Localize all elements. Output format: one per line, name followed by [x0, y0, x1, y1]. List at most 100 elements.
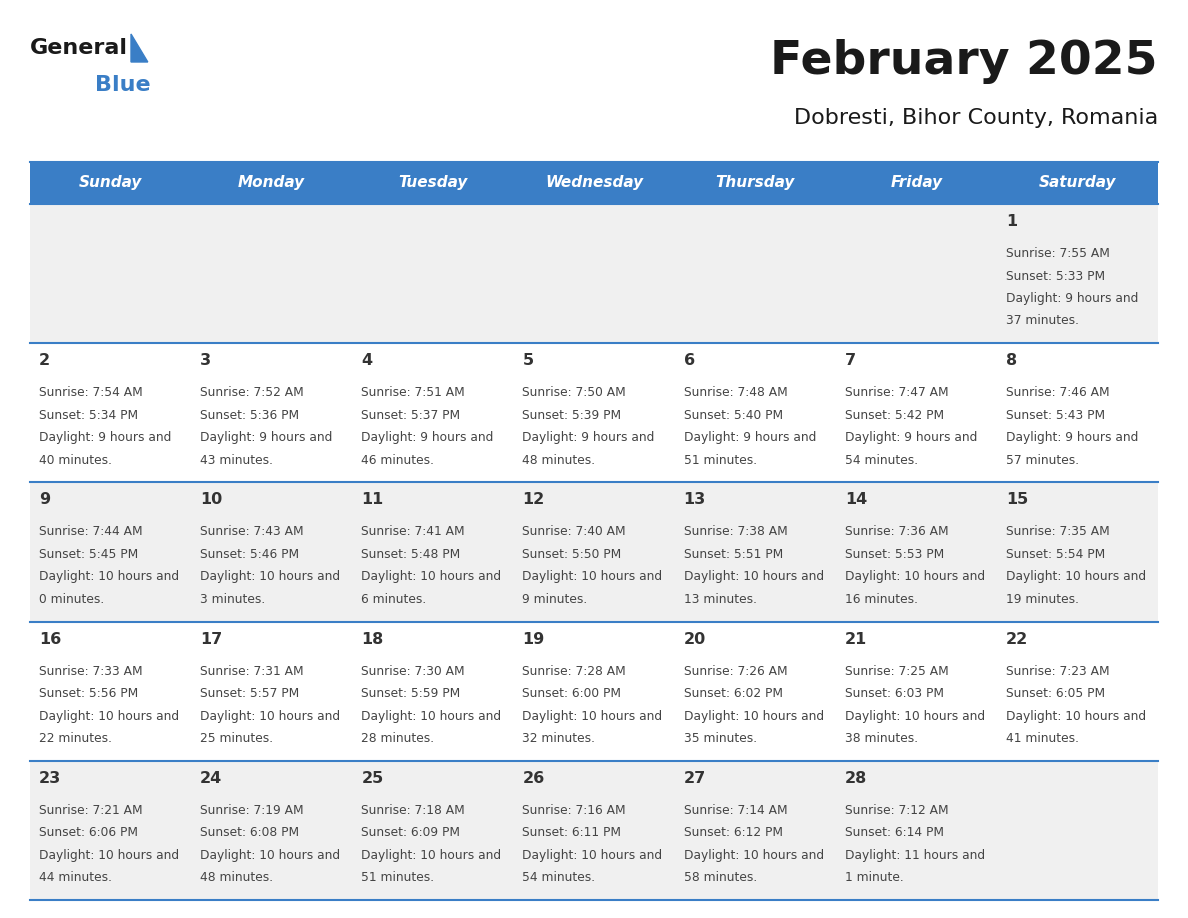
Text: Daylight: 10 hours and: Daylight: 10 hours and	[683, 849, 823, 862]
Text: Daylight: 10 hours and: Daylight: 10 hours and	[39, 849, 179, 862]
Text: 0 minutes.: 0 minutes.	[39, 593, 105, 606]
Bar	[353, 621, 513, 761]
Polygon shape	[131, 34, 147, 62]
Text: Sunrise: 7:19 AM: Sunrise: 7:19 AM	[200, 804, 304, 817]
Text: Sunrise: 7:26 AM: Sunrise: 7:26 AM	[683, 665, 788, 677]
Text: Sunset: 5:39 PM: Sunset: 5:39 PM	[523, 409, 621, 421]
Text: 40 minutes.: 40 minutes.	[39, 453, 112, 466]
Text: 51 minutes.: 51 minutes.	[361, 871, 435, 884]
Text: 28: 28	[845, 771, 867, 786]
Text: Tuesday: Tuesday	[398, 175, 468, 191]
Text: 1 minute.: 1 minute.	[845, 871, 903, 884]
Text: Daylight: 10 hours and: Daylight: 10 hours and	[523, 849, 663, 862]
Text: Daylight: 9 hours and: Daylight: 9 hours and	[1006, 292, 1138, 305]
Text: Daylight: 10 hours and: Daylight: 10 hours and	[200, 849, 340, 862]
Text: Sunset: 5:36 PM: Sunset: 5:36 PM	[200, 409, 299, 421]
Text: 54 minutes.: 54 minutes.	[845, 453, 918, 466]
Bar	[353, 204, 513, 343]
Text: Daylight: 10 hours and: Daylight: 10 hours and	[523, 570, 663, 584]
Text: 48 minutes.: 48 minutes.	[200, 871, 273, 884]
Text: Blue: Blue	[95, 75, 151, 95]
Bar	[353, 343, 513, 482]
Text: Daylight: 10 hours and: Daylight: 10 hours and	[361, 849, 501, 862]
Text: Sunrise: 7:31 AM: Sunrise: 7:31 AM	[200, 665, 304, 677]
Text: 17: 17	[200, 632, 222, 646]
Text: General: General	[30, 38, 128, 58]
Text: 1: 1	[1006, 214, 1017, 229]
Text: Daylight: 10 hours and: Daylight: 10 hours and	[683, 710, 823, 722]
Text: 18: 18	[361, 632, 384, 646]
Text: Sunrise: 7:28 AM: Sunrise: 7:28 AM	[523, 665, 626, 677]
Text: Friday: Friday	[890, 175, 942, 191]
Text: Sunset: 6:05 PM: Sunset: 6:05 PM	[1006, 687, 1105, 700]
Text: 37 minutes.: 37 minutes.	[1006, 315, 1079, 328]
Text: Daylight: 9 hours and: Daylight: 9 hours and	[200, 431, 333, 444]
Text: Sunrise: 7:21 AM: Sunrise: 7:21 AM	[39, 804, 143, 817]
Text: 4: 4	[361, 353, 372, 368]
Bar	[835, 343, 997, 482]
Text: 28 minutes.: 28 minutes.	[361, 732, 435, 745]
Text: 6: 6	[683, 353, 695, 368]
Text: Sunset: 6:14 PM: Sunset: 6:14 PM	[845, 826, 943, 839]
Text: 20: 20	[683, 632, 706, 646]
Text: February 2025: February 2025	[771, 39, 1158, 84]
Text: Sunrise: 7:55 AM: Sunrise: 7:55 AM	[1006, 247, 1110, 260]
Text: 21: 21	[845, 632, 867, 646]
Text: 27: 27	[683, 771, 706, 786]
Text: Daylight: 9 hours and: Daylight: 9 hours and	[39, 431, 171, 444]
Bar	[997, 162, 1158, 204]
Text: Sunset: 6:03 PM: Sunset: 6:03 PM	[845, 687, 943, 700]
Text: Sunset: 6:12 PM: Sunset: 6:12 PM	[683, 826, 783, 839]
Text: 46 minutes.: 46 minutes.	[361, 453, 435, 466]
Text: 22: 22	[1006, 632, 1028, 646]
Bar	[997, 761, 1158, 900]
Text: Sunrise: 7:12 AM: Sunrise: 7:12 AM	[845, 804, 948, 817]
Text: 19 minutes.: 19 minutes.	[1006, 593, 1079, 606]
Bar	[675, 761, 835, 900]
Text: 10: 10	[200, 492, 222, 508]
Text: Daylight: 10 hours and: Daylight: 10 hours and	[200, 710, 340, 722]
Text: Sunset: 5:48 PM: Sunset: 5:48 PM	[361, 548, 461, 561]
Text: 58 minutes.: 58 minutes.	[683, 871, 757, 884]
Text: 13: 13	[683, 492, 706, 508]
Bar	[997, 621, 1158, 761]
Bar	[30, 162, 191, 204]
Text: Sunrise: 7:36 AM: Sunrise: 7:36 AM	[845, 525, 948, 538]
Bar	[675, 343, 835, 482]
Text: Daylight: 10 hours and: Daylight: 10 hours and	[39, 570, 179, 584]
Bar	[353, 761, 513, 900]
Text: Sunset: 5:54 PM: Sunset: 5:54 PM	[1006, 548, 1105, 561]
Text: Sunset: 6:11 PM: Sunset: 6:11 PM	[523, 826, 621, 839]
Text: Sunrise: 7:50 AM: Sunrise: 7:50 AM	[523, 386, 626, 399]
Text: Daylight: 9 hours and: Daylight: 9 hours and	[845, 431, 977, 444]
Text: 23: 23	[39, 771, 62, 786]
Text: Daylight: 10 hours and: Daylight: 10 hours and	[39, 710, 179, 722]
Text: Sunrise: 7:48 AM: Sunrise: 7:48 AM	[683, 386, 788, 399]
Bar	[191, 761, 353, 900]
Text: Daylight: 10 hours and: Daylight: 10 hours and	[200, 570, 340, 584]
Bar	[191, 204, 353, 343]
Text: Daylight: 9 hours and: Daylight: 9 hours and	[361, 431, 494, 444]
Text: Sunset: 5:42 PM: Sunset: 5:42 PM	[845, 409, 943, 421]
Text: Sunset: 6:09 PM: Sunset: 6:09 PM	[361, 826, 460, 839]
Text: Sunset: 5:56 PM: Sunset: 5:56 PM	[39, 687, 138, 700]
Text: 35 minutes.: 35 minutes.	[683, 732, 757, 745]
Text: Sunrise: 7:35 AM: Sunrise: 7:35 AM	[1006, 525, 1110, 538]
Bar	[997, 482, 1158, 621]
Bar	[675, 482, 835, 621]
Bar	[191, 162, 353, 204]
Text: Sunset: 5:45 PM: Sunset: 5:45 PM	[39, 548, 138, 561]
Text: Daylight: 10 hours and: Daylight: 10 hours and	[523, 710, 663, 722]
Bar	[835, 761, 997, 900]
Text: Sunday: Sunday	[78, 175, 143, 191]
Text: Sunset: 5:57 PM: Sunset: 5:57 PM	[200, 687, 299, 700]
Text: Sunrise: 7:25 AM: Sunrise: 7:25 AM	[845, 665, 948, 677]
Text: Sunset: 5:50 PM: Sunset: 5:50 PM	[523, 548, 621, 561]
Text: Monday: Monday	[238, 175, 305, 191]
Text: Daylight: 10 hours and: Daylight: 10 hours and	[1006, 710, 1146, 722]
Text: Daylight: 10 hours and: Daylight: 10 hours and	[683, 570, 823, 584]
Text: 22 minutes.: 22 minutes.	[39, 732, 112, 745]
Bar	[191, 343, 353, 482]
Text: Saturday: Saturday	[1038, 175, 1117, 191]
Bar	[835, 204, 997, 343]
